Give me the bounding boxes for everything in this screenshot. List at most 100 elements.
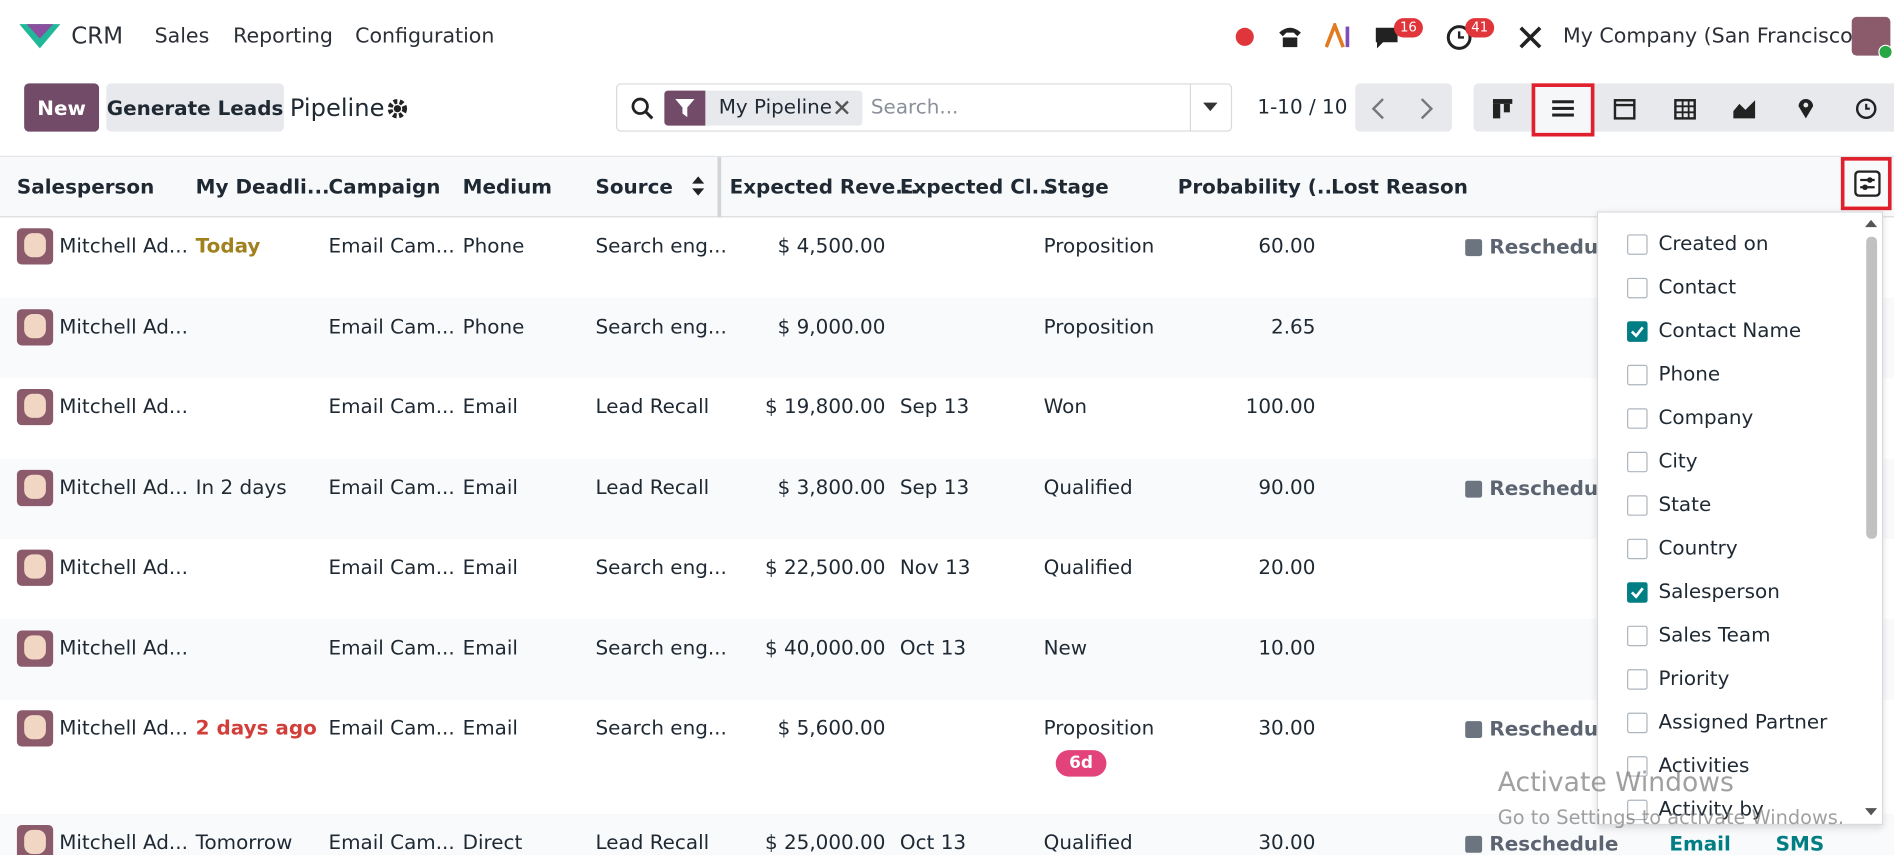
company-switcher[interactable]: My Company (San Francisco) [1563,24,1861,49]
table-row[interactable] [0,297,1894,380]
optional-columns-toggle[interactable] [1854,170,1881,197]
column-header[interactable]: Stage [1043,175,1109,199]
ai-icon[interactable] [1325,22,1352,50]
column-option[interactable]: Activity by [1658,797,1764,821]
checkbox[interactable] [1627,277,1648,299]
messages-icon[interactable] [1373,24,1404,51]
tools-icon[interactable] [1517,24,1544,51]
cell-source: Search eng... [595,635,727,659]
column-header[interactable]: Expected Reve... [729,175,918,199]
checkbox[interactable] [1627,799,1648,821]
column-header[interactable]: Salesperson [16,175,155,199]
cell-probability: 60.00 [1258,234,1316,258]
checkbox[interactable] [1627,625,1648,647]
menu-item[interactable]: Reporting [233,24,333,49]
cell-medium: Phone [462,234,525,258]
table-row[interactable] [0,619,1894,701]
checkbox[interactable] [1627,364,1648,386]
reschedule-button[interactable]: Reschedule [1489,235,1619,259]
table-row[interactable] [0,458,1894,540]
column-option[interactable]: Contact [1658,275,1737,299]
column-option[interactable]: State [1658,492,1712,516]
avatar-face [24,313,46,338]
cell-medium: Email [462,555,518,579]
column-option[interactable]: Country [1658,536,1738,560]
cell-campaign: Email Cam... [328,234,455,258]
activities-badge: 41 [1465,18,1495,38]
column-header[interactable]: Lost Reason [1331,175,1468,199]
column-header[interactable]: Source [595,175,673,199]
column-option[interactable]: Created on [1658,231,1769,255]
watermark-title: Activate Windows [1497,768,1734,799]
list-view-highlight[interactable] [1531,83,1595,137]
record-icon[interactable] [1235,27,1254,46]
column-option[interactable]: Assigned Partner [1658,710,1828,734]
cell-stage: New [1043,635,1088,659]
table-row[interactable] [0,699,1894,816]
checkbox[interactable] [1627,538,1648,560]
column-option[interactable]: Sales Team [1658,623,1771,647]
search-bar[interactable] [616,83,1233,132]
checkbox[interactable] [1627,582,1648,603]
filter-icon [675,99,695,118]
column-option[interactable]: Priority [1658,666,1730,690]
generate-leads-button[interactable]: Generate Leads [106,83,284,132]
column-header[interactable]: Probability (... [1177,175,1340,199]
menu-item[interactable]: Sales [154,24,210,49]
search-toggle[interactable] [1202,101,1219,113]
salesperson: Mitchell Ad... [59,234,188,258]
cell-medium: Email [462,475,518,499]
cell-closing: Sep 13 [899,475,970,499]
salesperson: Mitchell Ad... [59,475,188,499]
pager-buttons[interactable] [1355,83,1452,132]
table-row[interactable] [0,814,1894,855]
checkbox[interactable] [1627,408,1648,429]
checkbox[interactable] [1627,669,1648,690]
column-option[interactable]: Phone [1658,362,1721,386]
pager-arrows[interactable] [1369,97,1441,121]
reschedule-button[interactable]: Reschedule [1489,476,1619,500]
column-option[interactable]: City [1658,449,1698,473]
table-row[interactable] [0,217,1894,299]
page-title: Pipeline [289,93,385,122]
search-input[interactable]: Search... [870,95,959,119]
activities-icon[interactable] [1446,24,1475,51]
cell-campaign: Email Cam... [328,394,455,418]
settings-gear[interactable] [387,98,409,120]
column-option[interactable]: Activities [1658,753,1750,777]
checkbox[interactable] [1627,712,1648,734]
check-mark [1630,326,1644,338]
new-button[interactable]: New [24,83,100,132]
column-option[interactable]: Contact Name [1658,318,1802,342]
action-button[interactable]: SMS [1775,832,1825,855]
checkbox[interactable] [1627,451,1648,473]
optional-columns-highlight[interactable] [1840,157,1892,211]
column-header[interactable]: Medium [462,175,553,199]
table-row[interactable] [0,378,1894,460]
column-option[interactable]: Company [1658,405,1754,429]
cell-closing: Oct 13 [899,831,967,854]
cell-source: Search eng... [595,234,727,258]
app-name[interactable]: CRM [71,22,124,50]
checkbox[interactable] [1627,321,1648,342]
column-resizer[interactable] [717,157,722,218]
column-header[interactable]: Campaign [328,175,441,199]
facet-remove[interactable] [833,99,850,116]
action-button[interactable]: Email [1669,832,1731,855]
cell-medium: Email [462,635,518,659]
checkbox[interactable] [1627,495,1648,516]
scrollbar-arrows[interactable] [1863,216,1880,820]
checkbox[interactable] [1627,756,1648,777]
column-option[interactable]: Salesperson [1658,579,1780,603]
cell-deadline: Today [195,234,261,258]
scrollbar-thumb[interactable] [1866,236,1878,539]
cell-source: Lead Recall [595,475,710,499]
checkbox[interactable] [1627,234,1648,255]
salesperson: Mitchell Ad... [59,716,188,740]
reschedule-button[interactable]: Reschedule [1489,717,1619,741]
column-header[interactable]: My Deadli... [195,175,330,199]
menu-item[interactable]: Configuration [355,24,495,49]
phone-icon[interactable] [1277,23,1304,50]
column-header[interactable]: Expected Cl... [899,175,1055,199]
reschedule-button[interactable]: Reschedule [1489,832,1619,855]
